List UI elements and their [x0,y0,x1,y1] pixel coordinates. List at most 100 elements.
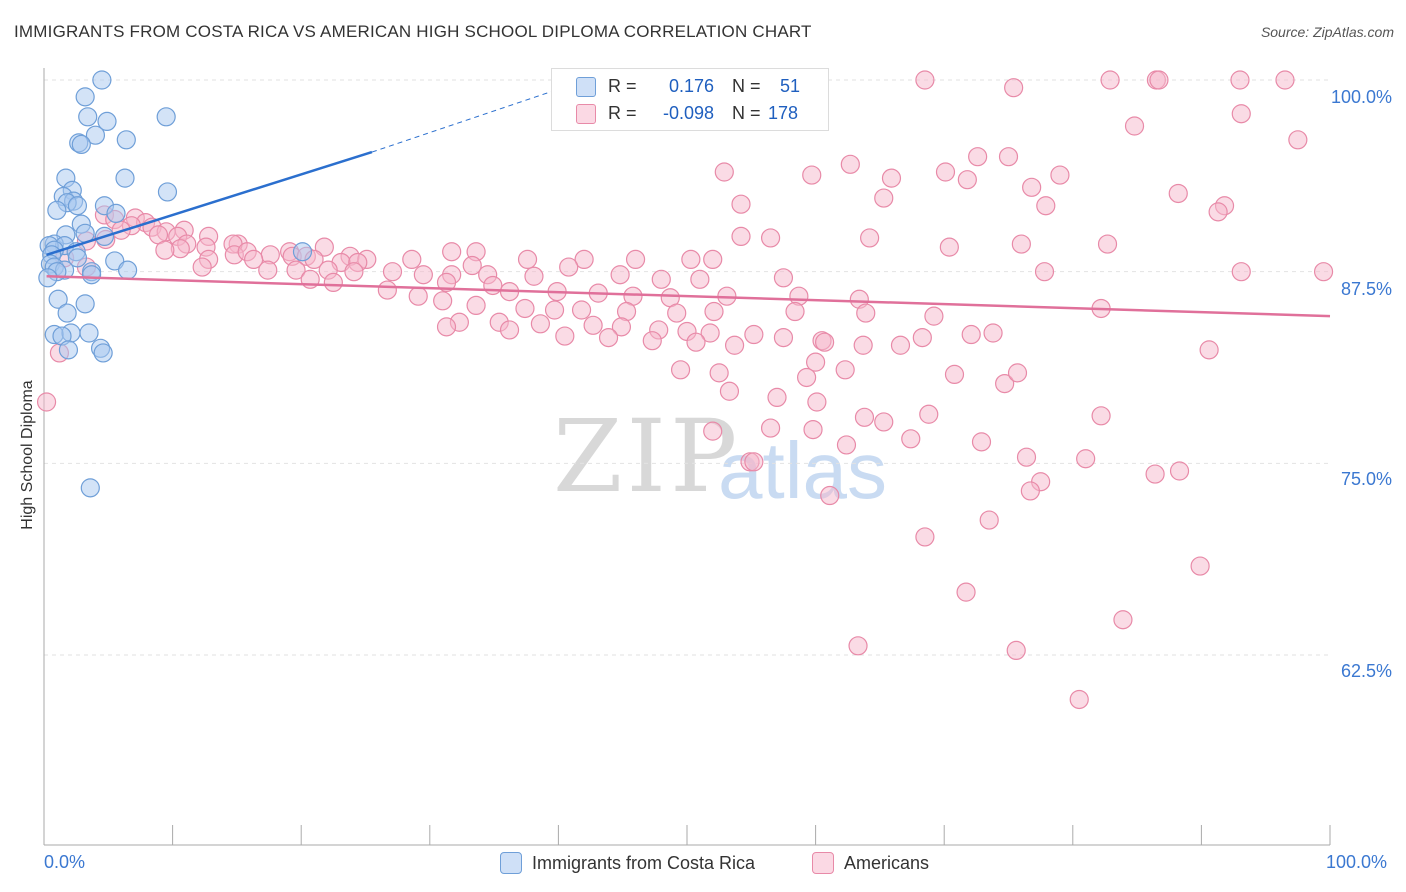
americans-point [944,364,965,384]
americans-point [1016,447,1037,467]
americans-point [744,452,764,472]
costa-rica-point [116,130,136,150]
americans-point [957,170,977,190]
americans-point [731,226,751,246]
chart-title: IMMIGRANTS FROM COSTA RICA VS AMERICAN H… [14,22,812,41]
americans-point [924,306,944,326]
costa-rica-point [57,303,77,323]
americans-point [323,272,343,292]
americans-point [1007,363,1028,383]
americans-point [466,295,486,315]
americans-point [802,165,822,185]
americans-point [192,257,212,277]
costa-rica-point [157,182,178,202]
americans-point [1069,689,1089,710]
americans-point [408,286,428,306]
americans-point [874,412,894,432]
americans-point [1004,78,1024,98]
series-legend: Immigrants from Costa Rica Americans [0,852,1406,878]
americans-point [1091,406,1111,426]
y-tick-label: 87.5% [1340,279,1392,299]
americans-point [803,420,823,440]
americans-point [703,421,723,441]
americans-point [442,242,462,262]
americans-point [901,429,921,449]
americans-point [555,326,575,346]
americans-point [1208,202,1228,222]
americans-point [1100,70,1120,90]
americans-point [1020,481,1040,501]
costa-rica-point [67,196,88,216]
costa-rica-trend-line [46,150,373,256]
legend-n-label: N = [732,75,761,96]
y-tick-label: 62.5% [1340,661,1392,681]
americans-point [462,255,482,276]
legend-r-label: R = [608,75,637,96]
americans-point [1190,556,1210,576]
legend-item-costa-rica: Immigrants from Costa Rica [500,852,755,874]
americans-point [433,291,453,311]
americans-point [1124,116,1145,136]
costa-rica-trend-extension [371,88,559,153]
y-tick-label: 100.0% [1330,87,1392,107]
costa-rica-point [58,340,79,360]
americans-point [971,432,992,452]
americans-point [651,269,671,289]
legend-row-costa-rica: R = 0.176 N = 51 [552,74,828,98]
americans-point [524,266,544,286]
americans-point [935,162,956,182]
americans-point [690,269,710,289]
americans-point [598,328,619,348]
americans-point [436,317,457,337]
americans-point [1076,449,1096,469]
americans-point [1231,104,1251,124]
costa-rica-point [75,87,95,107]
americans-point [544,300,565,320]
americans-point [760,418,781,438]
americans-point [968,147,988,167]
legend-swatch-blue [576,77,596,97]
americans-point [719,381,740,401]
americans-point [1275,70,1295,90]
americans-point [854,407,875,427]
americans-point [258,260,278,280]
americans-point [1097,234,1118,254]
americans-point [704,301,724,322]
legend-item-americans: Americans [812,852,929,874]
americans-point [700,323,720,343]
legend-n-label: N = [732,102,761,123]
americans-point [1011,234,1031,254]
americans-point [848,636,868,656]
americans-point [413,265,433,285]
legend-r-value: -0.098 [662,102,714,123]
americans-point [244,249,264,269]
americans-point [744,324,764,345]
americans-point [998,147,1019,167]
americans-point [961,324,981,345]
americans-point [382,262,403,282]
americans-point [919,404,939,424]
costa-rica-point [67,248,88,268]
americans-point [835,360,855,380]
americans-point [1036,196,1056,216]
americans-point [796,367,817,388]
americans-point [1145,464,1165,484]
costa-rica-point [106,203,126,223]
americans-point [840,154,860,174]
americans-point [773,268,794,288]
americans-point [667,303,687,323]
legend-label: Immigrants from Costa Rica [532,852,756,873]
costa-rica-point [47,200,67,220]
americans-point [979,510,999,530]
correlation-legend: R = 0.176 N = 51 R = -0.098 N = 178 [551,68,829,131]
americans-point [1022,177,1042,197]
americans-point [995,374,1015,394]
costa-rica-point [48,289,68,309]
americans-point [709,363,729,383]
americans-point [773,328,794,348]
americans-point [344,262,364,282]
legend-row-americans: R = -0.098 N = 178 [552,101,828,125]
americans-point [681,249,701,269]
legend-swatch-pink [576,104,596,124]
americans-point [874,188,894,208]
